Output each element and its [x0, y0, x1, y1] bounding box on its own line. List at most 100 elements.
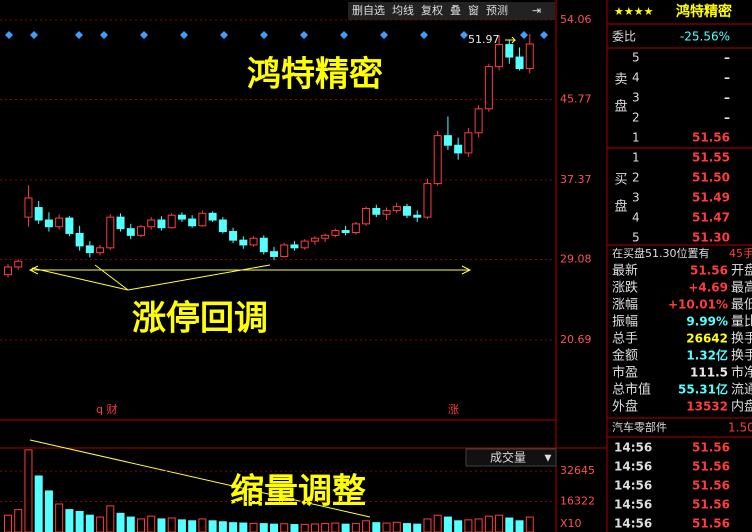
volume-bar	[382, 522, 391, 532]
volume-bar	[116, 512, 125, 532]
trade-price: 51.56	[692, 441, 730, 455]
stat-value: 111.5	[690, 366, 728, 380]
candle-body	[403, 206, 411, 216]
volume-bar	[270, 523, 278, 532]
event-marker: 涨	[448, 403, 459, 416]
y-tick-label: 54.06	[560, 13, 592, 26]
volume-bar	[413, 523, 422, 532]
indicator-label[interactable]: 成交量	[490, 450, 526, 465]
volume-bar	[85, 514, 94, 532]
volume-bar	[14, 509, 23, 532]
candle-body	[96, 247, 105, 254]
volume-bar	[372, 522, 381, 532]
volume-bar	[157, 518, 166, 532]
rating-stars: ★★★★	[614, 5, 654, 18]
candle-body	[14, 260, 23, 268]
volume-bar	[321, 523, 330, 532]
candle-body	[454, 144, 463, 154]
stat-label: 外盘	[612, 399, 638, 415]
candle-body	[157, 219, 166, 229]
volume-bar	[433, 514, 442, 532]
volume-bar	[403, 523, 411, 532]
price: –	[724, 111, 730, 125]
volume-bar	[44, 490, 53, 532]
candle-body	[423, 183, 432, 218]
volume-bar	[495, 514, 504, 532]
toolbar-button[interactable]: ⇥	[532, 4, 541, 17]
toolbar-button[interactable]: 删自选	[352, 4, 385, 17]
candle-body	[65, 217, 74, 234]
high-label: 51.97	[468, 33, 500, 46]
stat-value: 13532	[686, 400, 728, 414]
candle-body	[4, 266, 12, 276]
toolbar-button[interactable]: 复权	[421, 3, 443, 17]
side-label: 卖盘	[612, 72, 628, 126]
price: 51.49	[692, 191, 730, 205]
candle-body	[505, 44, 514, 58]
stat-value: 1.32亿	[686, 348, 728, 363]
dropdown-icon[interactable]: ▼	[545, 454, 552, 464]
stat-label: 流通	[731, 383, 752, 398]
stat-value: 51.56	[690, 264, 728, 278]
candle-body	[351, 223, 360, 233]
volume-bar	[392, 521, 401, 532]
candle-body	[147, 219, 156, 228]
volume-bar	[300, 523, 309, 532]
candle-body	[116, 216, 125, 230]
toolbar-button[interactable]: 预测	[486, 4, 508, 17]
level: 5	[632, 231, 640, 245]
volume-unit: X10	[560, 517, 582, 530]
stat-label: 换手	[731, 332, 752, 347]
volume-bar	[55, 503, 64, 532]
y-tick-label: 32645	[560, 464, 595, 477]
candle-body	[484, 66, 493, 110]
toolbar-button[interactable]: 窗	[468, 3, 479, 17]
level: 1	[632, 131, 640, 145]
volume-bar	[454, 520, 463, 532]
y-tick-label: 16322	[560, 495, 595, 508]
stat-label: 涨幅	[612, 298, 638, 313]
volume-bar	[188, 520, 197, 532]
candle-body	[44, 219, 53, 228]
volume-bar	[198, 518, 207, 532]
volume-bar	[229, 522, 238, 532]
candle-body	[249, 237, 258, 246]
volume-bar	[515, 520, 524, 532]
candle-body	[321, 234, 330, 239]
volume-bar	[341, 523, 350, 532]
toolbar-button[interactable]: 叠	[450, 4, 461, 17]
candle-body	[126, 228, 135, 236]
candle-body	[392, 206, 401, 211]
candle-body	[300, 240, 309, 249]
toolbar-button[interactable]: 均线	[392, 3, 414, 17]
annotation: 缩量调整	[230, 472, 366, 512]
stat-value: +10.01%	[668, 298, 728, 312]
stat-label: 最低	[731, 298, 752, 313]
chart-title: 鸿特精密	[247, 55, 383, 95]
indicator-select[interactable]	[465, 448, 557, 467]
candle-body	[24, 197, 33, 218]
level: 4	[632, 71, 640, 85]
sector: 汽车零部件	[612, 420, 667, 434]
value: -25.56%	[680, 30, 730, 44]
candle-body	[34, 207, 43, 221]
level: 3	[632, 91, 640, 105]
price: 51.56	[692, 131, 730, 145]
annotation: 涨停回调	[132, 299, 268, 339]
stat-label: 开盘	[731, 263, 752, 279]
price: 51.47	[692, 211, 730, 225]
notice: 在买盘51.30位置有	[612, 246, 710, 260]
y-tick-label: 29.08	[560, 253, 592, 266]
volume-bar	[484, 515, 493, 532]
volume-bar	[24, 449, 33, 532]
price: 51.30	[692, 231, 730, 245]
candle-body	[331, 230, 340, 236]
candle-body	[474, 108, 483, 134]
price: 51.50	[692, 171, 730, 185]
volume-bar	[177, 519, 186, 532]
volume-bar	[331, 522, 340, 532]
volume-bar	[290, 524, 299, 532]
notice-qty: 45手	[729, 246, 752, 260]
volume-bar	[423, 518, 432, 532]
y-tick-label: 20.69	[560, 333, 592, 346]
